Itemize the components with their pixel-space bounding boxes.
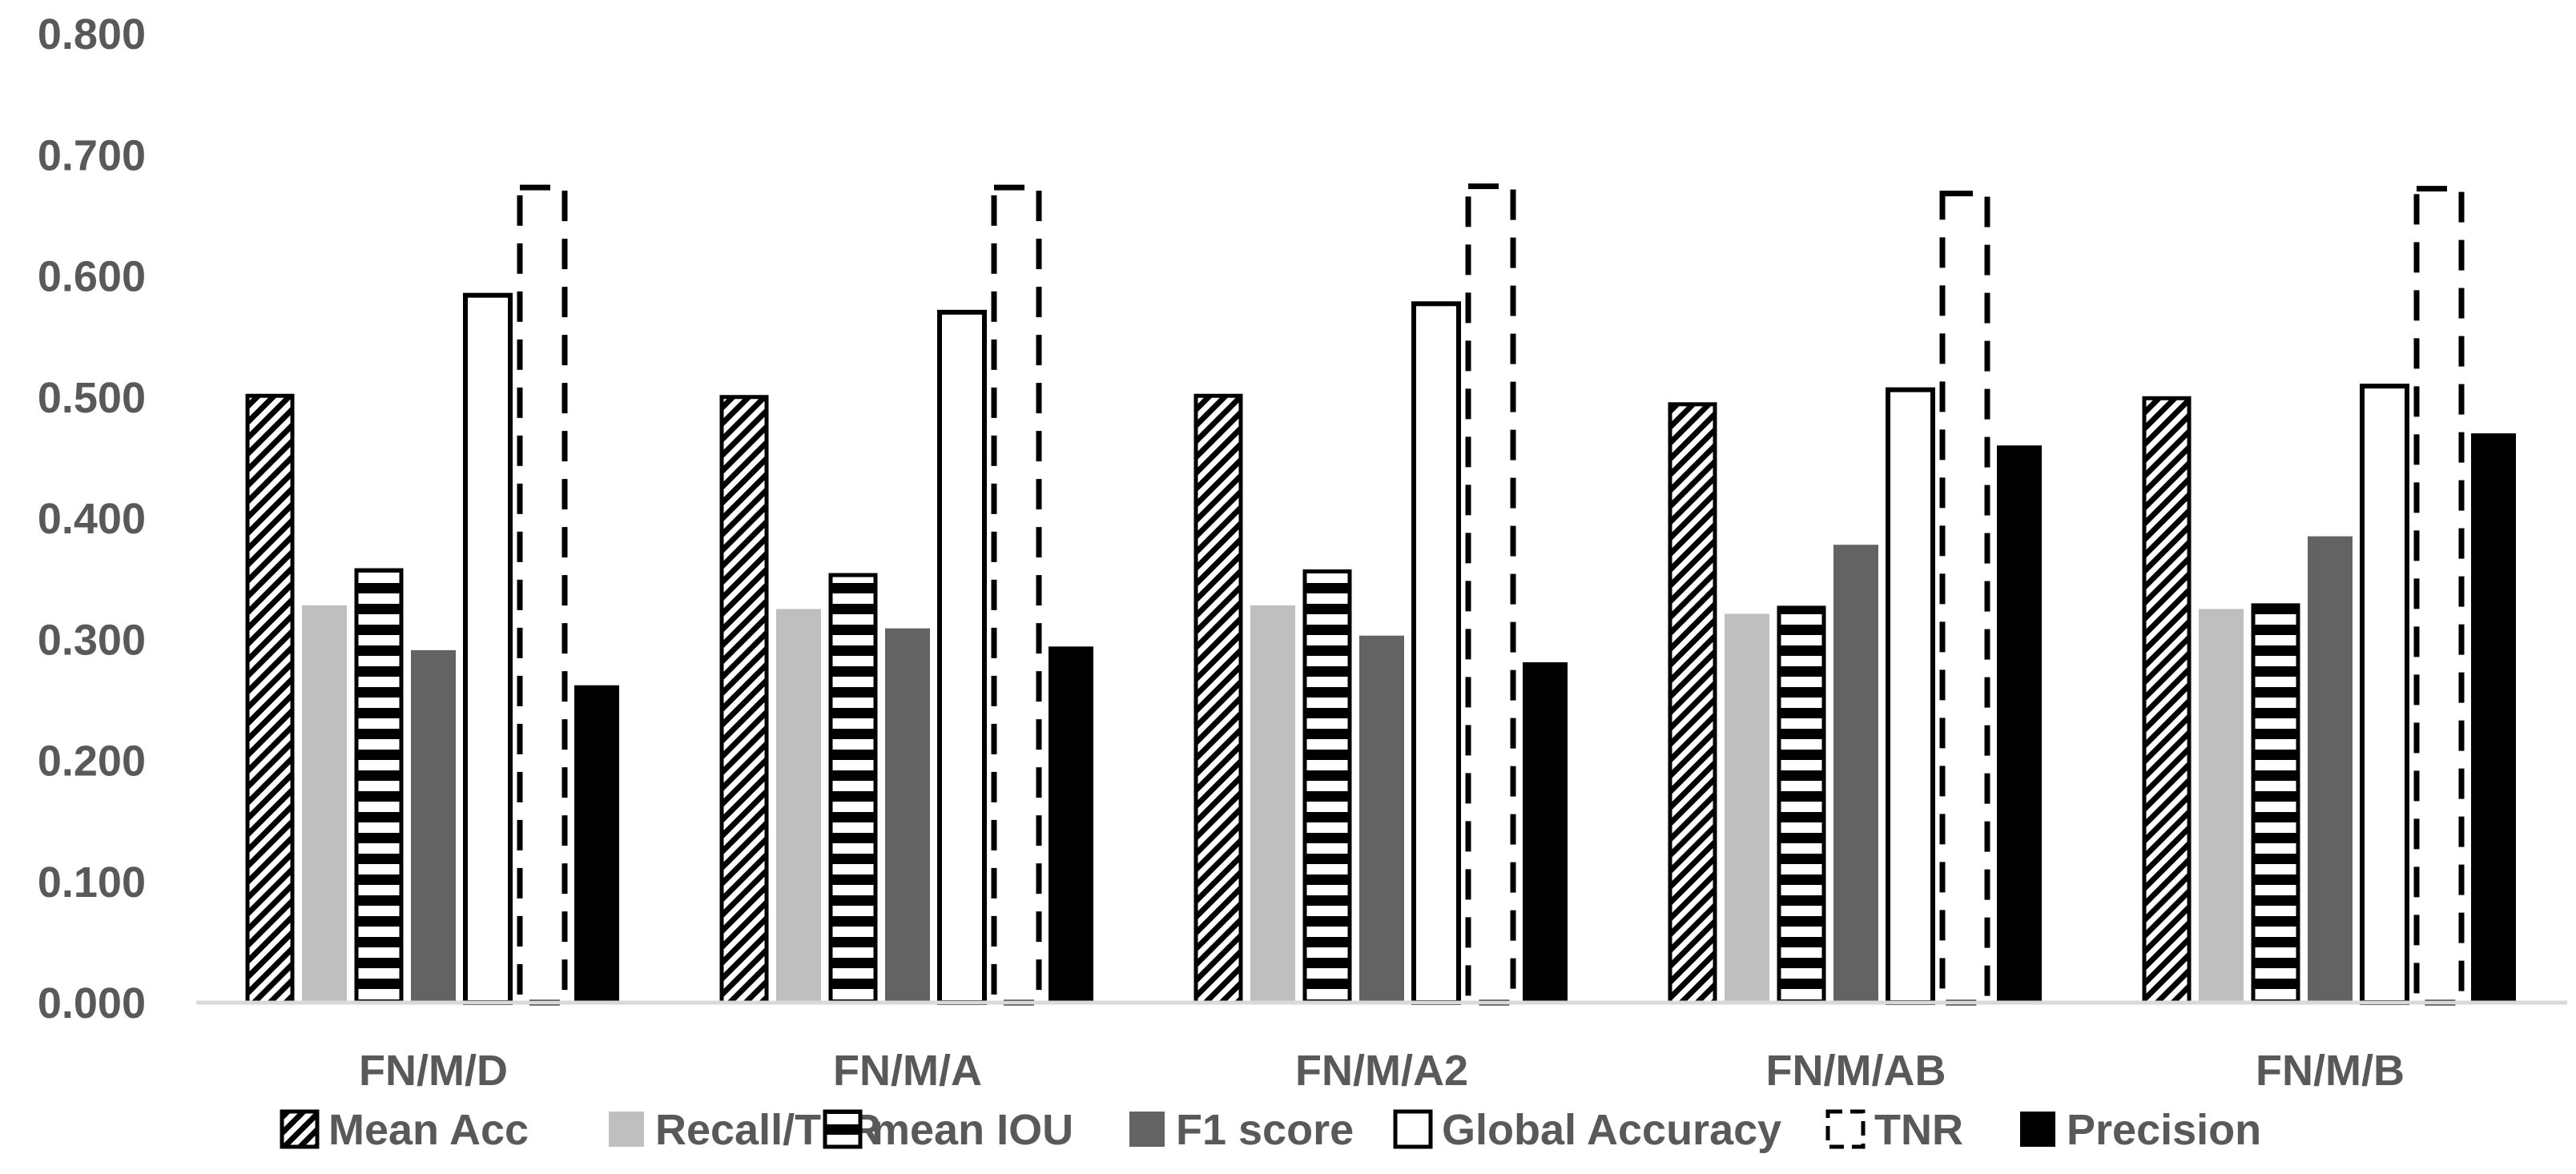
bar-recall-tpr-fn-m-a2: [1250, 605, 1295, 1003]
bar-global-accuracy-fn-m-a2: [1414, 304, 1459, 1003]
bar-mean-iou-fn-m-d: [356, 570, 401, 1003]
y-tick-label: 0.700: [38, 131, 146, 179]
legend-label: F1 score: [1176, 1106, 1354, 1154]
y-tick-label: 0.500: [38, 374, 146, 422]
legend-swatch: [825, 1112, 860, 1147]
bar-precision-fn-m-a: [1049, 646, 1093, 1003]
bar-mean-acc-fn-m-ab: [1670, 404, 1715, 1003]
bar-recall-tpr-fn-m-ab: [1725, 613, 1769, 1003]
bar-mean-iou-fn-m-b: [2253, 605, 2298, 1003]
bar-mean-acc-fn-m-b: [2144, 398, 2189, 1003]
bar-f1-score-fn-m-a2: [1359, 636, 1404, 1003]
legend-item: F1 score: [1129, 1106, 1354, 1154]
legend-item: Global Accuracy: [1395, 1106, 1781, 1154]
category-label: FN/M/A2: [1295, 1047, 1468, 1095]
bar-tnr-fn-m-b: [2417, 189, 2461, 1003]
bar-mean-iou-fn-m-a2: [1305, 572, 1350, 1003]
bar-mean-iou-fn-m-a: [831, 575, 875, 1003]
legend-item: Mean Acc: [282, 1106, 529, 1154]
bar-tnr-fn-m-a: [994, 187, 1039, 1003]
bar-f1-score-fn-m-ab: [1833, 545, 1878, 1003]
legend-label: Global Accuracy: [1442, 1106, 1781, 1154]
bar-precision-fn-m-d: [574, 686, 619, 1003]
bar-mean-acc-fn-m-d: [248, 396, 292, 1003]
legend-label: Precision: [2067, 1106, 2261, 1154]
bar-mean-iou-fn-m-ab: [1779, 608, 1824, 1003]
bar-f1-score-fn-m-a: [885, 629, 930, 1003]
legend-label: Mean Acc: [328, 1106, 529, 1154]
bar-global-accuracy-fn-m-ab: [1888, 390, 1933, 1003]
y-axis-ticks: 0.000 0.100 0.200 0.300 0.400 0.500 0.600 0.700…: [38, 10, 146, 1027]
bar-global-accuracy-fn-m-d: [465, 296, 510, 1003]
bar-tnr-fn-m-d: [520, 187, 565, 1003]
legend-label: TNR: [1874, 1106, 1963, 1154]
bar-global-accuracy-fn-m-a: [940, 312, 984, 1003]
category-labels: FN/M/D FN/M/A FN/M/A2 FN/M/AB FN/M/B: [359, 1047, 2405, 1095]
y-tick-label: 0.600: [38, 253, 146, 301]
bars: [248, 187, 2516, 1003]
bar-global-accuracy-fn-m-b: [2362, 386, 2407, 1003]
legend-swatch: [2020, 1112, 2055, 1147]
bar-recall-tpr-fn-m-a: [776, 609, 821, 1003]
category-label: FN/M/B: [2256, 1047, 2405, 1095]
y-tick-label: 0.800: [38, 10, 146, 58]
y-tick-label: 0.100: [38, 858, 146, 907]
legend-item: TNR: [1828, 1106, 1963, 1154]
legend-label: mean IOU: [871, 1106, 1073, 1154]
bar-precision-fn-m-a2: [1523, 662, 1568, 1003]
legend-swatch: [1129, 1112, 1165, 1147]
bar-mean-acc-fn-m-a: [722, 397, 767, 1003]
bar-tnr-fn-m-ab: [1942, 194, 1987, 1003]
bar-tnr-fn-m-a2: [1468, 187, 1513, 1003]
y-tick-label: 0.400: [38, 495, 146, 543]
bar-f1-score-fn-m-b: [2308, 537, 2353, 1003]
legend-swatch: [1395, 1112, 1431, 1147]
category-label: FN/M/AB: [1766, 1047, 1946, 1095]
category-label: FN/M/D: [359, 1047, 508, 1095]
y-tick-label: 0.200: [38, 738, 146, 786]
category-label: FN/M/A: [833, 1047, 982, 1095]
legend-swatch: [609, 1112, 644, 1147]
bar-mean-acc-fn-m-a2: [1196, 396, 1241, 1003]
bar-precision-fn-m-ab: [1997, 445, 2042, 1003]
bar-recall-tpr-fn-m-b: [2199, 609, 2244, 1003]
y-tick-label: 0.300: [38, 616, 146, 664]
legend-swatch: [282, 1112, 317, 1147]
legend-swatch: [1828, 1112, 1863, 1147]
bar-recall-tpr-fn-m-d: [302, 605, 347, 1003]
bar-precision-fn-m-b: [2471, 433, 2516, 1003]
bar-f1-score-fn-m-d: [411, 650, 456, 1003]
legend-item: Precision: [2020, 1106, 2261, 1154]
y-tick-label: 0.000: [38, 979, 146, 1027]
